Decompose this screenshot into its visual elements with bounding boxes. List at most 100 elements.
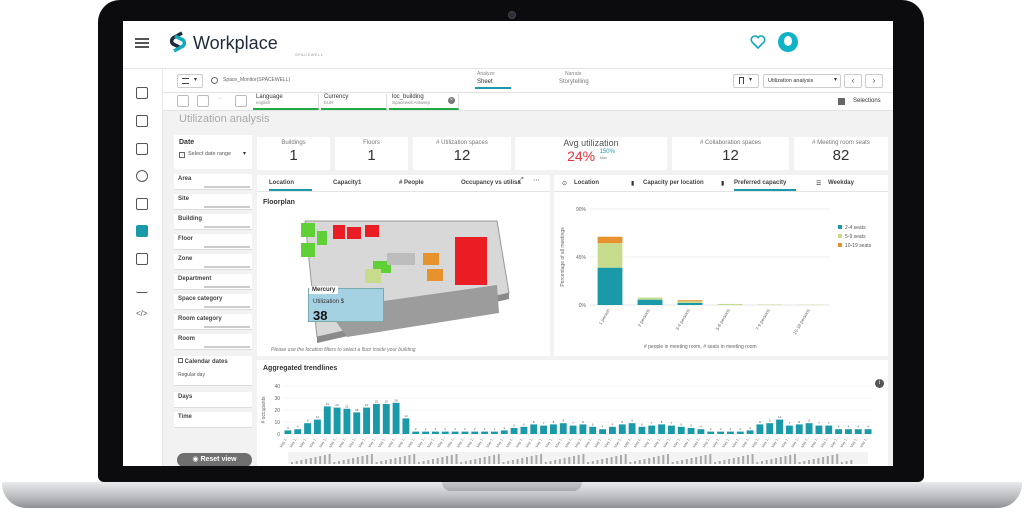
filter-room[interactable]: Room xyxy=(174,334,252,350)
filter-time[interactable]: Time xyxy=(174,412,252,428)
overview-bar xyxy=(338,461,340,464)
tab-location[interactable]: Location xyxy=(269,180,312,191)
clear-selections-icon[interactable] xyxy=(235,95,247,107)
nav-monitor-icon[interactable] xyxy=(136,253,148,265)
kpi-collaboration-spaces[interactable]: # Collaboration spaces 12 xyxy=(672,137,789,170)
nav-search-icon[interactable] xyxy=(136,170,148,182)
nav-calendar-icon[interactable] xyxy=(136,143,148,155)
tab-location[interactable]: Location xyxy=(574,180,599,186)
filter-floor[interactable]: Floor xyxy=(174,234,252,250)
trend-bar xyxy=(382,404,390,434)
filter-days[interactable]: Days xyxy=(174,392,252,408)
filter-calendar-dates[interactable]: Calendar dates Regular day xyxy=(174,356,252,386)
tab-capacity-per-location[interactable]: Capacity per location xyxy=(643,180,704,186)
more-icon[interactable]: ⋯ xyxy=(533,177,540,184)
nav-download-icon[interactable] xyxy=(136,281,148,293)
y-axis-label: # occupants xyxy=(261,396,267,423)
filter-area[interactable]: Area xyxy=(174,174,252,190)
brand-subtitle: SPACEWELL xyxy=(295,52,324,57)
trend-bar xyxy=(530,424,538,434)
filter-room-category[interactable]: Room category xyxy=(174,314,252,330)
nav-code-icon[interactable]: </> xyxy=(136,309,148,318)
bar-value-label: 2 xyxy=(425,427,427,431)
tab-capacity[interactable]: Capacity1 xyxy=(333,180,362,186)
overview-bar xyxy=(488,456,491,464)
room-area[interactable] xyxy=(365,269,381,283)
overview-bar xyxy=(638,460,641,464)
kpi-floors[interactable]: Floors 1 xyxy=(335,137,408,170)
date-filter[interactable]: Date Select date range ▾ xyxy=(174,135,252,169)
selections-button[interactable]: Selections xyxy=(853,98,881,104)
floorplan-map[interactable] xyxy=(287,213,511,343)
preferred-capacity-chart[interactable]: 90% 45% 0% Percentage of all meetings 1 pers… xyxy=(554,193,888,353)
expand-icon[interactable]: ⤢ xyxy=(518,177,524,184)
tab-storytelling[interactable]: Storytelling xyxy=(559,79,589,85)
room-area[interactable] xyxy=(333,225,345,239)
x-tick-label: 7-9 persons xyxy=(755,307,772,331)
kpi-label: Avg utilization xyxy=(563,138,619,148)
selection-chip-currency[interactable]: Currency EUR xyxy=(321,94,387,110)
previous-sheet-button[interactable]: ‹ xyxy=(844,74,862,88)
tab-preferred-capacity[interactable]: Preferred capacity xyxy=(734,180,797,191)
trend-bar xyxy=(304,423,312,434)
selection-chip-language[interactable]: Language english xyxy=(253,94,319,110)
aggregated-trendline-chart[interactable]: # occupants 40 30 20 10 0 3 May 1... 4 May 1... 9 M… xyxy=(257,374,888,466)
room-area[interactable] xyxy=(455,237,487,285)
bar-value-label: 2 xyxy=(415,427,417,431)
smart-search-icon[interactable] xyxy=(177,95,189,107)
nav-analytics-icon[interactable] xyxy=(136,225,148,237)
tooltip-value: 38 xyxy=(313,308,328,323)
sheet-dropdown-label: Utilization analysis xyxy=(768,78,814,84)
sheet-dropdown[interactable]: Utilization analysis ▾ xyxy=(763,74,841,88)
kpi-utilization-spaces[interactable]: # Utilization spaces 12 xyxy=(413,137,511,170)
avatar[interactable] xyxy=(778,32,798,52)
kpi-avg-utilization[interactable]: Avg utilization 24% 150% Max xyxy=(515,137,667,170)
global-menu-button[interactable]: ▾ xyxy=(177,74,203,88)
tab-sheet[interactable]: Sheet xyxy=(475,79,511,89)
room-area[interactable] xyxy=(365,225,379,237)
step-back-icon[interactable]: → xyxy=(217,95,229,107)
room-area[interactable] xyxy=(301,223,315,237)
selection-chip-building[interactable]: loc_building Spacewell Antwerp × xyxy=(389,94,459,110)
filter-building[interactable]: Building xyxy=(174,214,252,230)
selections-tool-icon[interactable] xyxy=(197,95,209,107)
nav-calendar-settings-icon[interactable] xyxy=(136,115,148,127)
nav-play-icon[interactable] xyxy=(136,198,148,210)
overview-bar xyxy=(742,456,745,464)
filter-zone[interactable]: Zone xyxy=(174,254,252,270)
x-tick-label: 2 persons xyxy=(637,307,652,327)
room-area[interactable] xyxy=(347,227,361,239)
x-tick-label: May 1... xyxy=(781,435,791,448)
reset-view-button[interactable]: ◉ Reset view xyxy=(177,453,252,466)
close-icon[interactable]: × xyxy=(448,97,455,104)
bar-value-label: 7 xyxy=(789,421,791,425)
room-area[interactable] xyxy=(427,269,443,281)
overview-bar xyxy=(634,461,637,464)
room-area[interactable] xyxy=(301,243,315,257)
tab-weekday[interactable]: Weekday xyxy=(828,180,854,186)
menu-icon[interactable] xyxy=(135,38,149,48)
favorite-icon[interactable] xyxy=(750,34,766,50)
filter-space-category[interactable]: Space category xyxy=(174,294,252,310)
filter-department[interactable]: Department xyxy=(174,274,252,290)
info-icon[interactable]: i xyxy=(875,379,884,388)
x-tick-label: May 1... xyxy=(761,435,771,448)
tab-people[interactable]: # People xyxy=(399,180,424,186)
bar-chart-icon: ▮ xyxy=(721,181,725,187)
tab-occupancy-vs-utilisation[interactable]: Occupancy vs utilisa xyxy=(461,180,521,186)
room-area[interactable] xyxy=(317,231,327,245)
tooltip-room-name: Mercury xyxy=(309,286,339,294)
x-tick-label: May 1... xyxy=(348,435,358,448)
bar-value-label: 4 xyxy=(857,425,859,429)
kpi-buildings[interactable]: Buildings 1 xyxy=(257,137,330,170)
filter-site[interactable]: Site xyxy=(174,194,252,210)
bar-value-label: 26 xyxy=(394,398,398,402)
kpi-meeting-room-seats[interactable]: # Meeting room seats 82 xyxy=(794,137,888,170)
nav-dashboard-icon[interactable] xyxy=(136,87,148,99)
bookmark-button[interactable]: ▾ xyxy=(733,74,759,88)
next-sheet-button[interactable]: › xyxy=(865,74,883,88)
overview-bar xyxy=(685,459,688,464)
room-area[interactable] xyxy=(423,253,439,265)
x-tick-label: May 1... xyxy=(751,435,761,448)
overview-bar xyxy=(356,457,359,464)
